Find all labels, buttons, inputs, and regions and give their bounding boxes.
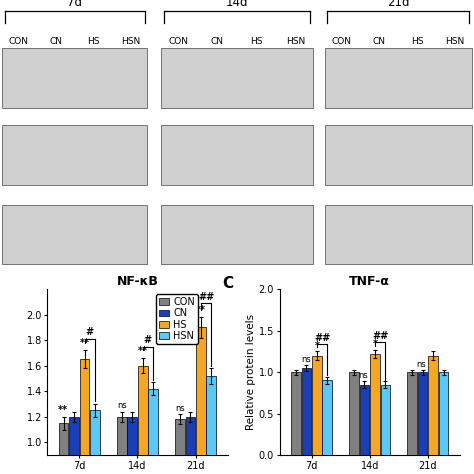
Text: ns: ns: [358, 372, 368, 380]
Bar: [349, 372, 359, 455]
Text: CON: CON: [168, 37, 188, 46]
Text: HS: HS: [87, 37, 100, 46]
Bar: [138, 366, 147, 474]
Bar: [59, 423, 68, 474]
Text: CON: CON: [9, 37, 28, 46]
Bar: [196, 328, 206, 474]
Text: ns: ns: [117, 401, 127, 410]
Text: **: **: [80, 338, 90, 348]
Bar: [207, 376, 216, 474]
Bar: [291, 372, 301, 455]
Text: CN: CN: [373, 37, 386, 46]
Bar: [80, 359, 90, 474]
Text: **: **: [196, 305, 206, 315]
Text: ns: ns: [175, 404, 185, 413]
Text: #: #: [144, 335, 152, 345]
FancyBboxPatch shape: [161, 48, 313, 108]
Text: HSN: HSN: [121, 37, 140, 46]
Bar: [381, 384, 390, 455]
Text: *: *: [373, 339, 377, 349]
FancyBboxPatch shape: [325, 205, 472, 264]
Text: ##: ##: [198, 292, 214, 301]
FancyBboxPatch shape: [2, 48, 147, 108]
Text: CN: CN: [49, 37, 63, 46]
FancyBboxPatch shape: [2, 125, 147, 185]
FancyBboxPatch shape: [325, 48, 472, 108]
Text: *: *: [314, 340, 319, 351]
Text: **: **: [57, 405, 67, 415]
Y-axis label: Relative protein levels: Relative protein levels: [246, 314, 256, 430]
Bar: [148, 389, 158, 474]
Text: **: **: [137, 346, 148, 356]
Text: CON: CON: [331, 37, 351, 46]
Bar: [428, 356, 438, 455]
Bar: [175, 419, 185, 474]
Bar: [418, 372, 428, 455]
Text: ##: ##: [372, 331, 388, 341]
FancyBboxPatch shape: [2, 205, 147, 264]
Text: 21d: 21d: [387, 0, 410, 9]
Text: HS: HS: [411, 37, 423, 46]
Text: C: C: [222, 276, 233, 291]
Bar: [322, 380, 332, 455]
Bar: [439, 372, 448, 455]
Bar: [185, 417, 195, 474]
Text: ns: ns: [301, 355, 311, 364]
Text: 7d: 7d: [67, 0, 82, 9]
Text: HSN: HSN: [446, 37, 465, 46]
Bar: [128, 417, 137, 474]
Title: NF-κB: NF-κB: [117, 275, 158, 288]
Text: ns: ns: [417, 360, 426, 369]
Text: 14d: 14d: [226, 0, 248, 9]
Bar: [90, 410, 100, 474]
Text: CN: CN: [211, 37, 224, 46]
Bar: [312, 356, 322, 455]
Text: HS: HS: [250, 37, 263, 46]
Bar: [370, 354, 380, 455]
FancyBboxPatch shape: [161, 205, 313, 264]
Title: TNF-α: TNF-α: [349, 275, 390, 288]
Text: #: #: [86, 328, 94, 337]
Bar: [407, 372, 417, 455]
Bar: [117, 417, 127, 474]
Text: ##: ##: [314, 333, 330, 343]
FancyBboxPatch shape: [161, 125, 313, 185]
Bar: [301, 368, 311, 455]
Text: HSN: HSN: [286, 37, 305, 46]
Bar: [360, 384, 369, 455]
Legend: CON, CN, HS, HSN: CON, CN, HS, HSN: [156, 294, 198, 344]
FancyBboxPatch shape: [325, 125, 472, 185]
Bar: [69, 417, 79, 474]
